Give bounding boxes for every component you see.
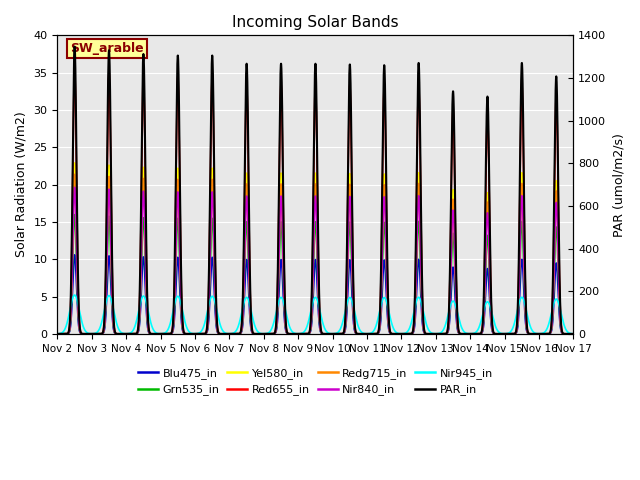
Blu475_in xyxy=(159,331,166,337)
Nir945_in xyxy=(247,306,255,312)
Blu475_in xyxy=(71,252,79,258)
Blu475_in xyxy=(164,331,172,337)
Redg715_in xyxy=(159,331,166,337)
Nir945_in xyxy=(54,331,61,336)
Nir840_in xyxy=(159,331,166,337)
Grn535_in xyxy=(460,331,468,337)
Grn535_in xyxy=(568,331,575,337)
Nir840_in xyxy=(247,316,255,322)
Redg715_in xyxy=(570,331,577,337)
Legend: Blu475_in, Grn535_in, Yel580_in, Red655_in, Redg715_in, Nir840_in, Nir945_in, PA: Blu475_in, Grn535_in, Yel580_in, Red655_… xyxy=(134,364,497,400)
Redg715_in xyxy=(247,315,255,321)
Yel580_in xyxy=(159,331,166,337)
Grn535_in xyxy=(54,331,61,337)
Line: Yel580_in: Yel580_in xyxy=(58,163,573,334)
Yel580_in xyxy=(54,331,61,337)
Nir945_in xyxy=(159,331,166,336)
Blu475_in xyxy=(568,331,575,337)
Nir840_in xyxy=(387,330,394,336)
Redg715_in xyxy=(568,331,575,337)
Grn535_in xyxy=(387,330,394,336)
Yel580_in xyxy=(247,314,255,320)
Line: Redg715_in: Redg715_in xyxy=(58,174,573,334)
Nir840_in xyxy=(460,331,468,337)
Text: SW_arable: SW_arable xyxy=(70,42,144,55)
Blu475_in xyxy=(570,331,577,337)
Grn535_in xyxy=(247,319,255,325)
Red655_in xyxy=(164,331,172,337)
PAR_in xyxy=(159,331,166,337)
Nir840_in xyxy=(570,331,577,337)
Blu475_in xyxy=(460,331,468,337)
Nir945_in xyxy=(387,315,394,321)
PAR_in xyxy=(570,331,577,337)
Redg715_in xyxy=(71,171,79,177)
Nir945_in xyxy=(570,331,577,336)
Red655_in xyxy=(568,331,575,337)
Yel580_in xyxy=(570,331,577,337)
PAR_in xyxy=(460,331,468,337)
Blu475_in xyxy=(387,331,394,336)
Grn535_in xyxy=(164,331,172,337)
PAR_in xyxy=(387,330,394,336)
Red655_in xyxy=(460,331,468,337)
Line: Nir945_in: Nir945_in xyxy=(58,295,573,334)
Blu475_in xyxy=(54,331,61,337)
Title: Incoming Solar Bands: Incoming Solar Bands xyxy=(232,15,399,30)
Nir840_in xyxy=(164,331,172,337)
Yel580_in xyxy=(387,330,394,336)
Redg715_in xyxy=(54,331,61,337)
PAR_in xyxy=(568,331,575,337)
Yel580_in xyxy=(460,331,468,337)
Red655_in xyxy=(247,305,255,311)
Line: Red655_in: Red655_in xyxy=(58,68,573,334)
PAR_in xyxy=(164,331,172,337)
Redg715_in xyxy=(460,331,468,337)
Line: Grn535_in: Grn535_in xyxy=(58,215,573,334)
Red655_in xyxy=(71,65,79,71)
Grn535_in xyxy=(159,331,166,337)
Y-axis label: Solar Radiation (W/m2): Solar Radiation (W/m2) xyxy=(15,112,28,257)
Grn535_in xyxy=(570,331,577,337)
Redg715_in xyxy=(387,330,394,336)
Blu475_in xyxy=(247,323,255,329)
Red655_in xyxy=(159,331,166,337)
Red655_in xyxy=(570,331,577,337)
Redg715_in xyxy=(164,331,172,337)
PAR_in xyxy=(247,302,255,308)
Y-axis label: PAR (umol/m2/s): PAR (umol/m2/s) xyxy=(612,132,625,237)
Nir945_in xyxy=(568,331,575,336)
Nir945_in xyxy=(164,327,172,333)
Yel580_in xyxy=(568,331,575,337)
Grn535_in xyxy=(71,212,79,217)
Line: Blu475_in: Blu475_in xyxy=(58,255,573,334)
Nir945_in xyxy=(71,292,79,298)
PAR_in xyxy=(54,331,61,337)
Nir840_in xyxy=(568,331,575,337)
Line: Nir840_in: Nir840_in xyxy=(58,187,573,334)
Yel580_in xyxy=(71,160,79,166)
Nir840_in xyxy=(54,331,61,337)
Nir945_in xyxy=(460,328,468,334)
PAR_in xyxy=(71,44,79,49)
Red655_in xyxy=(387,330,394,336)
Line: PAR_in: PAR_in xyxy=(58,47,573,334)
Yel580_in xyxy=(164,331,172,337)
Nir840_in xyxy=(71,184,79,190)
Red655_in xyxy=(54,331,61,337)
